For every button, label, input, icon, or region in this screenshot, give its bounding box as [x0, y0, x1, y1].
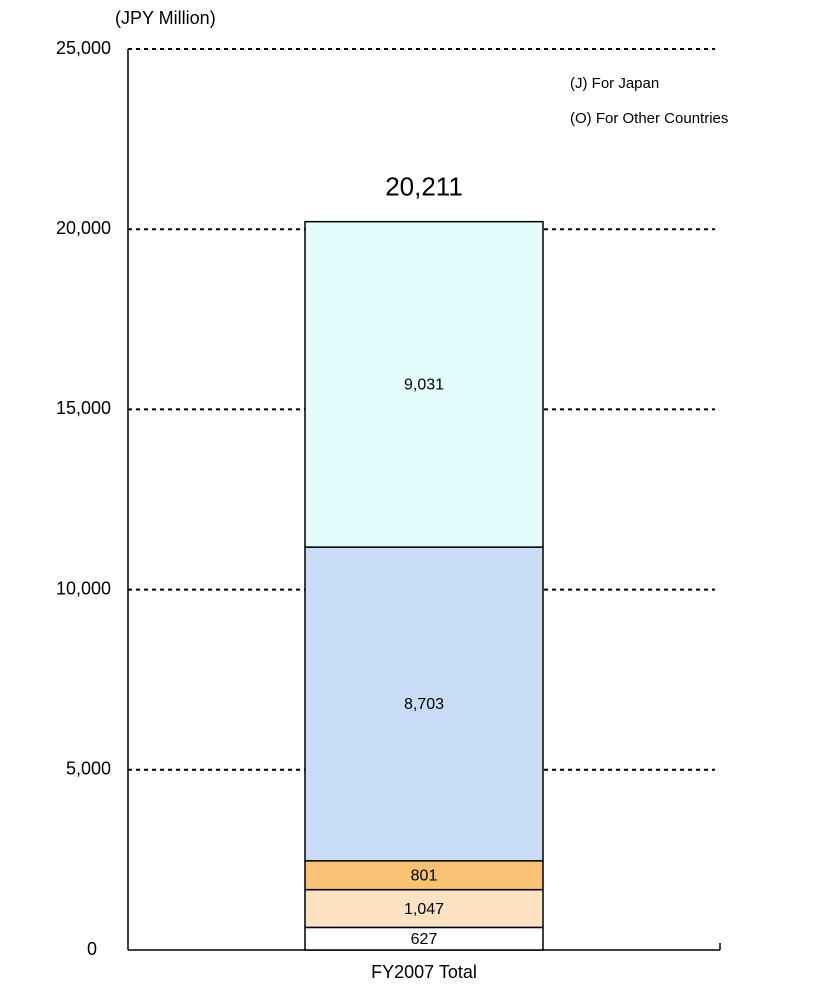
- bar-segment: [304, 888, 544, 929]
- y-tick-label: 25,000: [56, 38, 111, 58]
- data-label: 9,031: [404, 377, 444, 394]
- data-label: 801: [411, 867, 438, 884]
- data-label: 8,703: [404, 696, 444, 713]
- y-tick-label: 0: [87, 939, 97, 959]
- bar-segment: [304, 220, 544, 548]
- y-tick-label: 10,000: [56, 578, 111, 598]
- annotation: (J) For Japan: [570, 75, 659, 92]
- data-label: 627: [411, 931, 438, 948]
- annotation: (O) For Other Countries: [570, 110, 728, 127]
- x-tick-label: FY2007 Total: [371, 962, 477, 982]
- y-tick-label: 5,000: [66, 759, 111, 779]
- y-tick-label: 15,000: [56, 398, 111, 418]
- unit-label: (JPY Million): [115, 8, 216, 28]
- y-tick-label: 20,000: [56, 218, 111, 238]
- data-label: 1,047: [404, 901, 444, 918]
- total-label: 20,211: [385, 171, 463, 201]
